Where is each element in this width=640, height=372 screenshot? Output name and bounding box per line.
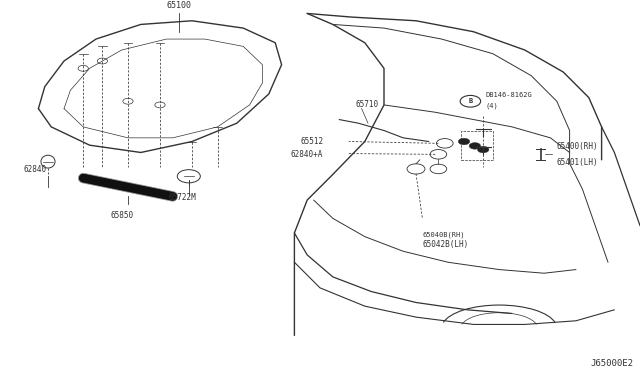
Text: 65710: 65710 [355,100,378,109]
Text: (4): (4) [486,103,499,109]
Text: 65100: 65100 [166,1,192,10]
Text: 65040B(RH): 65040B(RH) [422,231,465,238]
Text: 65401(LH): 65401(LH) [557,158,598,167]
Text: 62840+A: 62840+A [291,150,323,159]
Text: B: B [468,98,472,104]
Text: 65722M: 65722M [168,193,196,202]
Text: 65512: 65512 [301,137,324,146]
Text: 62840: 62840 [24,165,47,174]
Circle shape [477,146,489,153]
Text: 65850: 65850 [110,211,133,220]
Text: 65400(RH): 65400(RH) [557,142,598,151]
Circle shape [458,138,470,145]
Text: DB146-8162G: DB146-8162G [486,92,532,98]
Text: 65042B(LH): 65042B(LH) [422,240,468,249]
Circle shape [469,142,481,149]
Text: J65000E2: J65000E2 [591,359,634,368]
